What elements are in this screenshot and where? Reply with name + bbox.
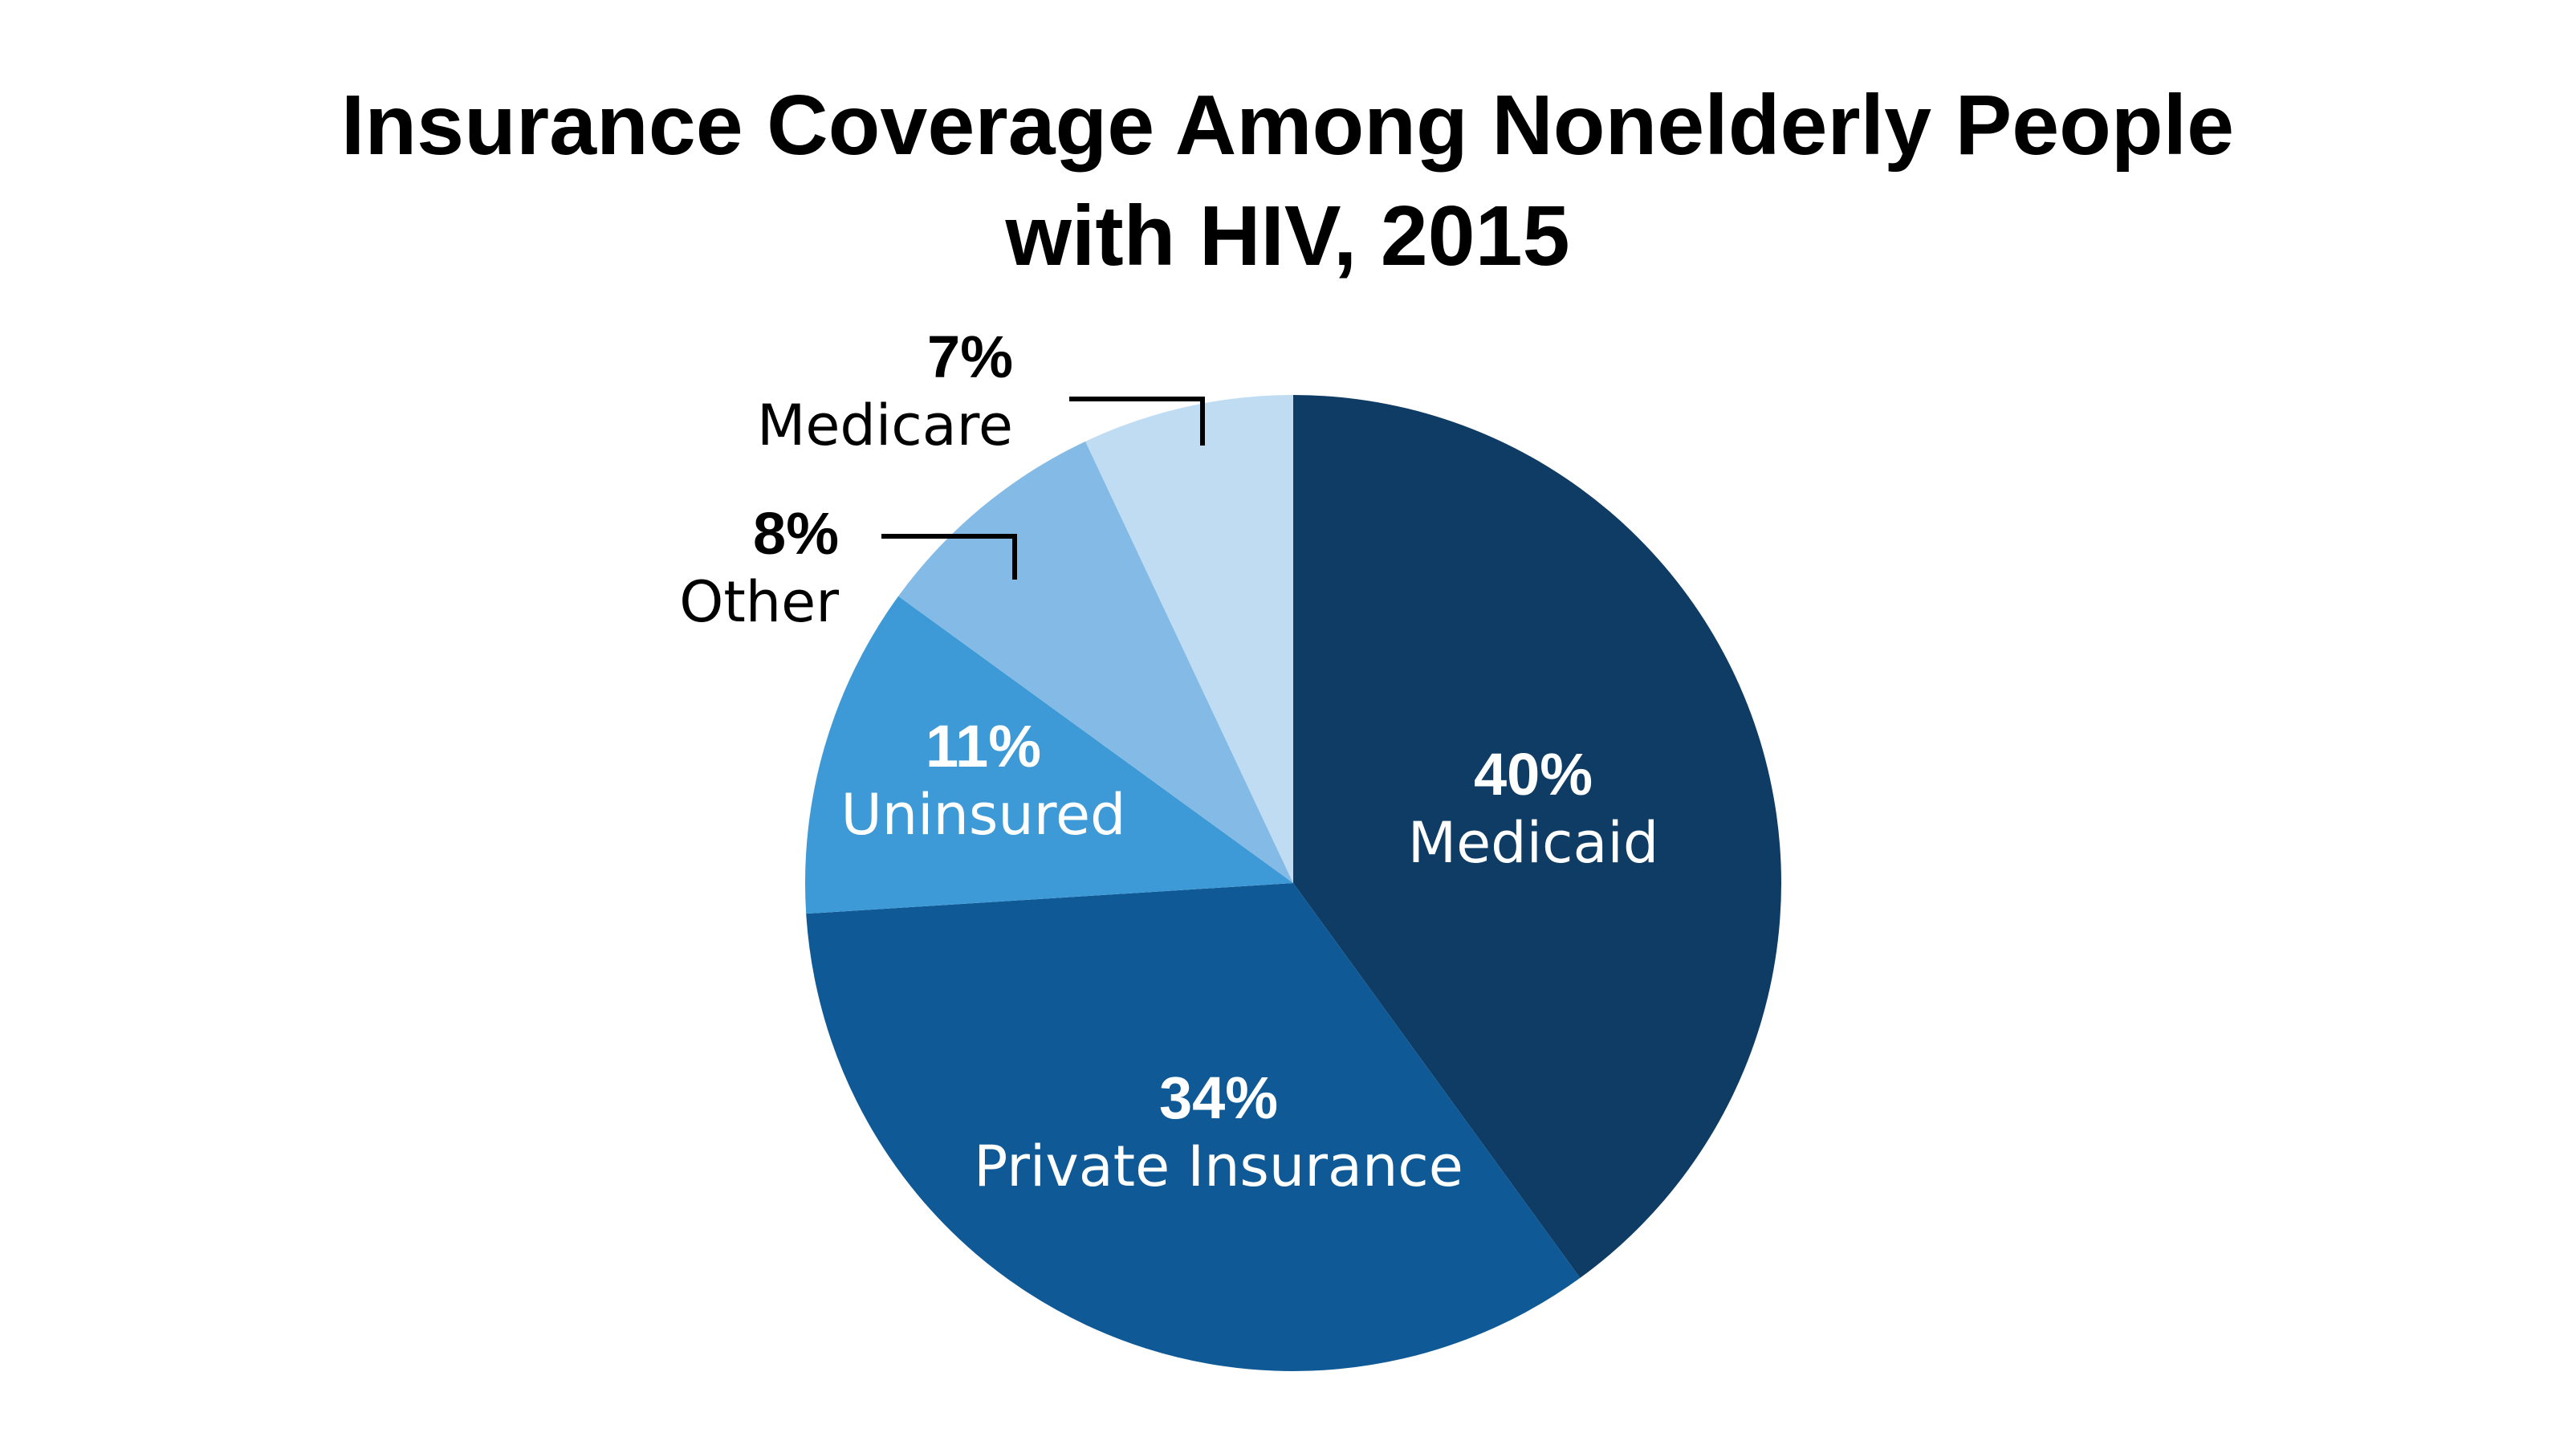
- slice-name-private-insurance: Private Insurance: [974, 1134, 1463, 1199]
- chart-title-line-1: Insurance Coverage Among Nonelderly Peop…: [341, 78, 2234, 173]
- leader-line-other: [881, 534, 1017, 580]
- pie-slice-medicaid: [1293, 395, 1781, 1278]
- slice-name-medicare: Medicare: [757, 393, 1013, 458]
- slice-label-uninsured: 11%Uninsured: [841, 713, 1126, 848]
- pie-slices: [805, 395, 1781, 1371]
- pie-slice-private-insurance: [806, 883, 1581, 1371]
- slice-name-uninsured: Uninsured: [841, 782, 1126, 848]
- slice-percent-medicaid: 40%: [1474, 741, 1593, 808]
- leader-lines: [881, 397, 1205, 580]
- slice-label-medicare: 7%Medicare: [757, 324, 1013, 458]
- chart-title: Insurance Coverage Among Nonelderly Peop…: [341, 78, 2234, 283]
- pie-slice-uninsured: [805, 596, 1293, 914]
- chart-title-line-2: with HIV, 2015: [1004, 189, 1569, 283]
- slice-percent-private-insurance: 34%: [1159, 1064, 1278, 1131]
- slice-name-medicaid: Medicaid: [1408, 810, 1659, 876]
- slice-label-medicaid: 40%Medicaid: [1408, 741, 1659, 876]
- slice-labels: 40%Medicaid 34%Private Insurance 11%Uninsu…: [679, 324, 1658, 1199]
- slice-label-private-insurance: 34%Private Insurance: [974, 1064, 1463, 1199]
- slice-name-other: Other: [679, 569, 839, 635]
- slice-label-other: 8%Other: [679, 500, 839, 635]
- pie-slice-other: [898, 441, 1293, 883]
- slice-percent-uninsured: 11%: [926, 713, 1041, 779]
- slice-percent-other: 8%: [753, 500, 839, 567]
- pie-slice-medicare: [1085, 395, 1293, 883]
- slice-percent-medicare: 7%: [927, 324, 1013, 390]
- leader-line-medicare: [1069, 397, 1205, 446]
